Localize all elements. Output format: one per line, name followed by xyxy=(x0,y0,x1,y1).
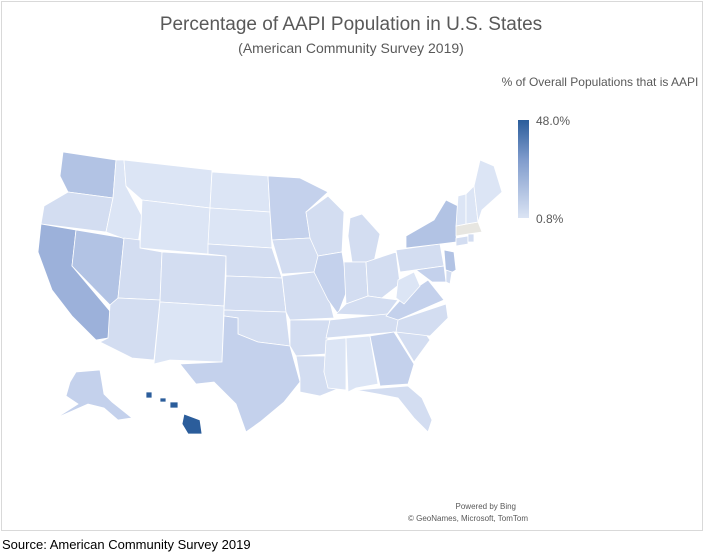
state-rhodeisland[interactable] xyxy=(467,233,475,243)
state-newmexico[interactable] xyxy=(153,301,225,365)
legend-min-label: 0.8% xyxy=(536,212,564,226)
state-maine[interactable] xyxy=(473,159,503,223)
map-credits: © GeoNames, Microsoft, TomTom xyxy=(408,514,528,523)
state-southdakota[interactable] xyxy=(207,207,273,249)
state-ohio[interactable] xyxy=(365,251,401,299)
map-title: Percentage of AAPI Population in U.S. St… xyxy=(159,14,543,35)
state-arkansas[interactable] xyxy=(289,319,331,357)
legend-max-label: 48.0% xyxy=(536,114,571,128)
state-newjersey[interactable] xyxy=(443,249,457,277)
state-northdakota[interactable] xyxy=(209,171,271,213)
state-westvirginia[interactable] xyxy=(395,271,421,305)
state-washington[interactable] xyxy=(59,151,117,199)
state-delaware[interactable] xyxy=(445,269,453,285)
state-alabama[interactable] xyxy=(345,335,379,393)
state-texas[interactable] xyxy=(179,315,301,433)
state-alaska[interactable] xyxy=(55,369,133,421)
legend-title: % of Overall Populations that is AAPI xyxy=(501,75,699,89)
legend-color-scale xyxy=(518,120,529,218)
state-hawaii[interactable] xyxy=(145,391,203,435)
state-montana[interactable] xyxy=(123,159,213,209)
source-note: Source: American Community Survey 2019 xyxy=(2,537,251,552)
state-arizona[interactable] xyxy=(99,297,161,361)
state-colorado[interactable] xyxy=(159,251,227,307)
state-newyork[interactable] xyxy=(405,199,459,249)
state-connecticut[interactable] xyxy=(455,235,469,247)
state-florida[interactable] xyxy=(355,385,433,433)
state-georgia[interactable] xyxy=(369,331,415,387)
state-northcarolina[interactable] xyxy=(395,303,449,337)
map-subtitle: (American Community Survey 2019) xyxy=(238,40,464,56)
state-vermont[interactable] xyxy=(455,193,467,227)
state-mississippi[interactable] xyxy=(323,337,347,391)
powered-by-bing: Powered by Bing xyxy=(455,502,516,511)
state-wyoming[interactable] xyxy=(139,199,211,255)
state-kansas[interactable] xyxy=(223,275,287,313)
state-michigan[interactable] xyxy=(347,213,381,263)
